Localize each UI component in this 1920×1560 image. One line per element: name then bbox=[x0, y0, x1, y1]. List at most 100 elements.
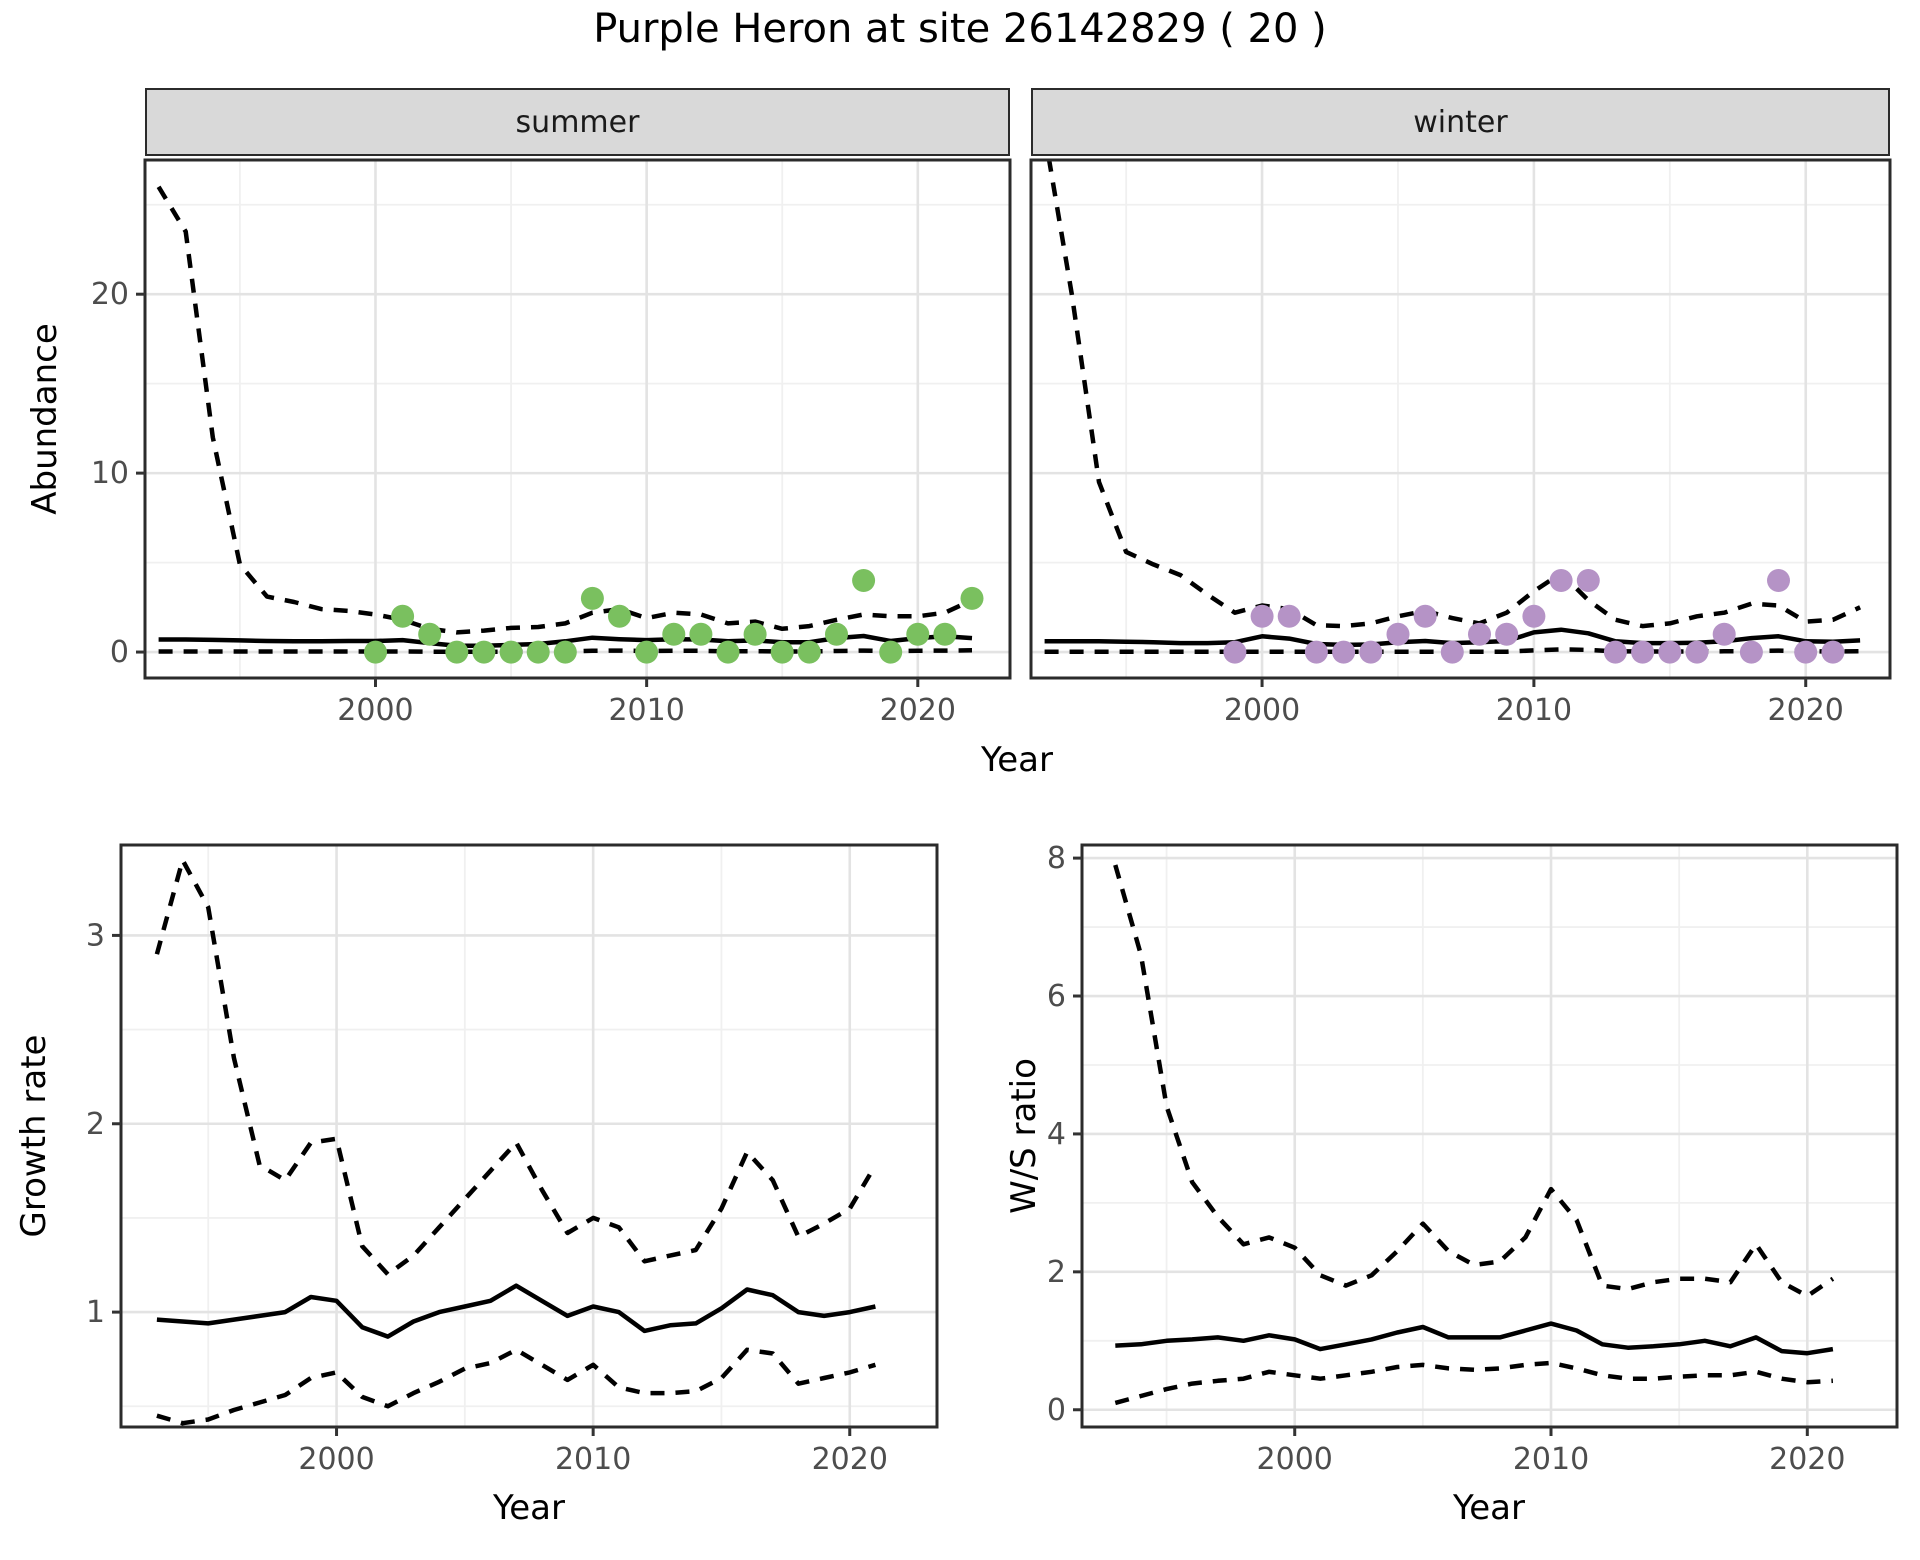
data-point bbox=[1277, 604, 1301, 628]
x-tick-label: 2020 bbox=[880, 693, 956, 728]
data-point bbox=[1794, 640, 1818, 664]
data-point bbox=[635, 640, 659, 664]
data-point bbox=[906, 622, 930, 646]
x-tick-label: 2020 bbox=[1768, 693, 1844, 728]
data-point bbox=[1332, 640, 1356, 664]
data-point bbox=[1413, 604, 1437, 628]
data-point bbox=[1223, 640, 1247, 664]
data-point bbox=[852, 569, 876, 592]
facet-strip-winter: winter bbox=[1031, 88, 1890, 156]
x-tick-label: 2010 bbox=[1496, 693, 1572, 728]
data-point bbox=[608, 604, 631, 628]
y-tick-label: 0 bbox=[1047, 1393, 1066, 1428]
data-point bbox=[770, 640, 794, 664]
data-point bbox=[689, 622, 713, 646]
data-point bbox=[1386, 622, 1410, 646]
x-tick-label: 2020 bbox=[812, 1442, 888, 1477]
data-point bbox=[1495, 622, 1519, 646]
data-point bbox=[825, 622, 848, 646]
y-tick-label: 6 bbox=[1047, 979, 1066, 1014]
facet-strip-winter-label: winter bbox=[1413, 104, 1508, 140]
growth-median-line bbox=[156, 1283, 876, 1339]
x-tick-label: 2000 bbox=[1224, 693, 1300, 728]
data-point bbox=[1712, 622, 1736, 646]
panel-background bbox=[1082, 845, 1897, 1427]
data-point bbox=[1658, 640, 1682, 664]
data-point bbox=[879, 640, 903, 664]
data-point bbox=[445, 640, 469, 664]
y-tick-label: 0 bbox=[110, 635, 129, 670]
y-tick-label: 2 bbox=[86, 1107, 105, 1142]
x-tick-label: 2000 bbox=[298, 1442, 374, 1477]
data-point bbox=[553, 640, 577, 664]
x-tick-label: 2010 bbox=[555, 1442, 631, 1477]
x-tick-label: 2000 bbox=[337, 693, 413, 728]
x-axis-title-year-top: Year bbox=[981, 740, 1053, 780]
panel-growth: 2000 2010 2020 1 2 3 bbox=[86, 843, 939, 1477]
data-point bbox=[716, 640, 740, 664]
x-tick-label: 2000 bbox=[1257, 1442, 1333, 1477]
data-point bbox=[1359, 640, 1383, 664]
panel-winter: 2000 2010 2020 bbox=[1029, 158, 1892, 728]
data-point bbox=[1576, 569, 1600, 592]
data-point bbox=[499, 640, 523, 664]
winter-upper-95ci-line bbox=[1046, 160, 1862, 629]
y-tick-label: 4 bbox=[1047, 1117, 1066, 1152]
data-point bbox=[580, 586, 604, 610]
data-point bbox=[1603, 640, 1627, 664]
panel-background bbox=[145, 160, 1010, 678]
y-tick-label: 10 bbox=[91, 456, 129, 491]
data-point bbox=[960, 586, 984, 610]
data-point bbox=[1631, 640, 1655, 664]
ws-upper-95ci-line bbox=[1113, 864, 1835, 1299]
panel-border bbox=[143, 158, 1012, 680]
y-tick-label: 3 bbox=[86, 918, 105, 953]
panel-ws: 2000 2010 2020 0 2 4 6 8 bbox=[1047, 841, 1899, 1477]
data-point bbox=[1522, 604, 1546, 628]
data-point bbox=[526, 640, 550, 664]
panel-border bbox=[119, 843, 939, 1429]
data-point bbox=[933, 622, 957, 646]
data-point bbox=[1549, 569, 1573, 592]
y-tick-label: 20 bbox=[91, 277, 129, 312]
data-point bbox=[418, 622, 442, 646]
data-point bbox=[364, 640, 387, 664]
summer-upper-95ci-line bbox=[156, 185, 973, 635]
y-axis-title-ws-ratio: W/S ratio bbox=[1004, 1058, 1044, 1214]
data-point bbox=[1468, 622, 1491, 646]
gridlines bbox=[121, 845, 937, 1427]
summer-observation-points bbox=[364, 569, 984, 664]
data-point bbox=[1440, 640, 1464, 664]
y-axis-title-abundance: Abundance bbox=[25, 323, 65, 515]
panel-background bbox=[1031, 160, 1890, 678]
panel-border bbox=[1080, 843, 1899, 1429]
ws-lower-95ci-line bbox=[1114, 1360, 1834, 1406]
x-tick-label: 2020 bbox=[1769, 1442, 1845, 1477]
data-point bbox=[1821, 640, 1845, 664]
data-point bbox=[797, 640, 821, 664]
winter-observation-points bbox=[1223, 569, 1845, 664]
y-tick-label: 1 bbox=[86, 1295, 105, 1330]
growth-upper-95ci-line bbox=[154, 857, 878, 1277]
panel-summer: 2000 2010 2020 0 10 20 bbox=[91, 158, 1012, 728]
x-axis-title-year-ws: Year bbox=[1453, 1488, 1525, 1528]
x-tick-label: 2010 bbox=[1513, 1442, 1589, 1477]
page-title: Purple Heron at site 26142829 ( 20 ) bbox=[593, 6, 1327, 52]
data-point bbox=[391, 604, 415, 628]
ws-median-line bbox=[1115, 1321, 1834, 1356]
facet-strip-summer-label: summer bbox=[515, 104, 640, 140]
panel-border bbox=[1029, 158, 1892, 680]
x-tick-label: 2010 bbox=[608, 693, 684, 728]
data-point bbox=[662, 622, 686, 646]
y-tick-label: 8 bbox=[1047, 841, 1066, 876]
data-point bbox=[472, 640, 496, 664]
facet-strip-summer: summer bbox=[145, 88, 1010, 156]
y-axis-title-growth-rate: Growth rate bbox=[14, 1034, 54, 1238]
data-point bbox=[1250, 604, 1274, 628]
y-tick-label: 2 bbox=[1047, 1255, 1066, 1290]
data-point bbox=[1739, 640, 1763, 664]
data-point bbox=[1685, 640, 1709, 664]
data-point bbox=[1767, 569, 1790, 592]
